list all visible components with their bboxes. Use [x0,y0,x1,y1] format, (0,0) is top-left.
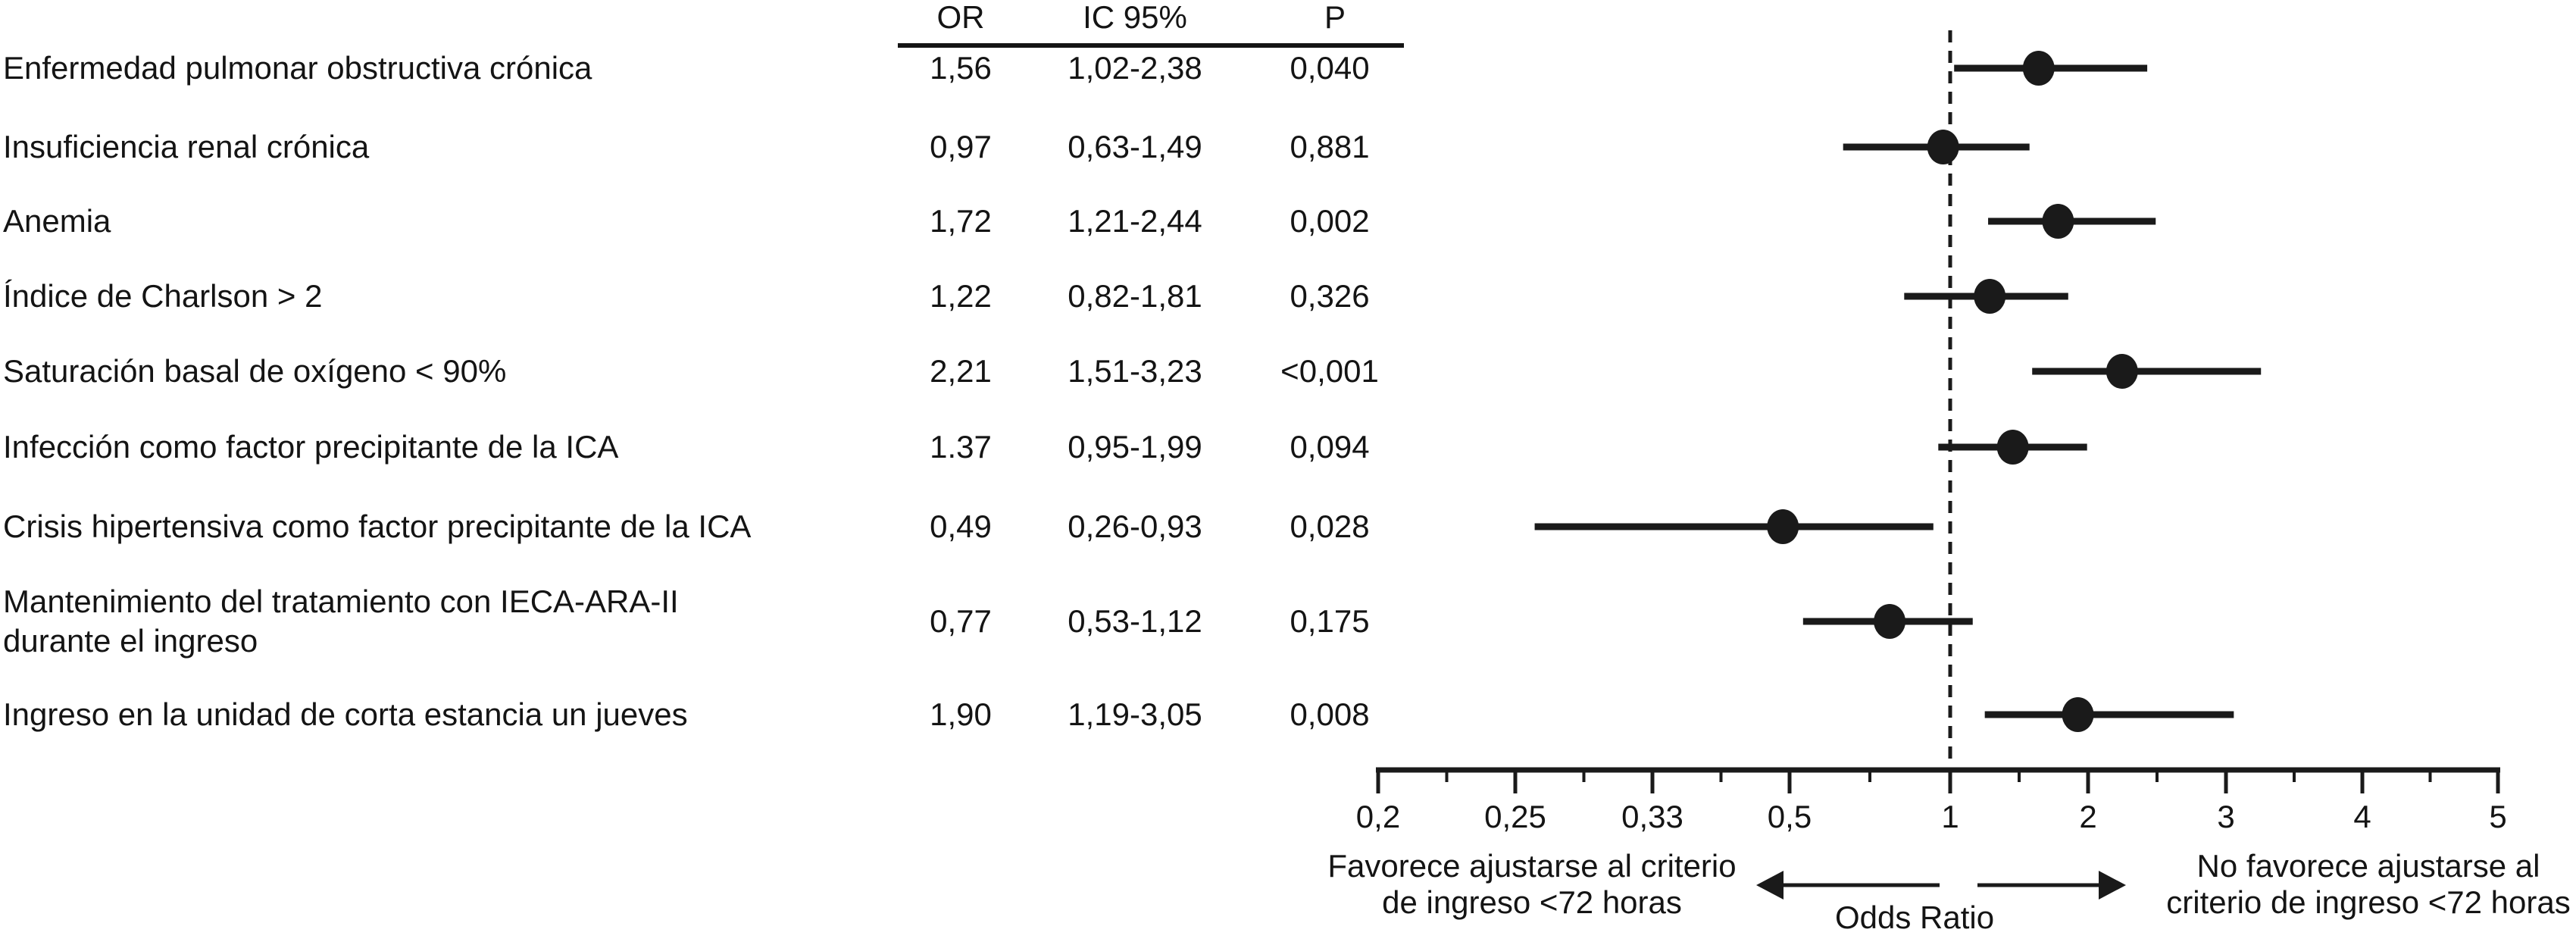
right-direction-note: No favorece ajustarse al criterio de ing… [2166,848,2570,921]
ci-value: 0,53-1,12 [1068,603,1202,639]
row-label-line1: Insuficiencia renal crónica [3,129,370,164]
row-label: Enfermedad pulmonar obstructiva crónica [3,49,592,88]
left-direction-note-line1: Favorece ajustarse al criterio [1327,848,1737,884]
row-label-line1: Mantenimiento del tratamiento con IECA-A… [3,584,679,619]
or-marker [2042,204,2074,239]
left-direction-note: Favorece ajustarse al criterio de ingres… [1327,848,1736,921]
row-label-line1: Anemia [3,203,111,239]
ci-value: 1,51-3,23 [1068,353,1202,389]
or-value: 0,77 [930,603,992,639]
row-label-line1: Ingreso en la unidad de corta estancia u… [3,696,688,732]
or-value: 2,21 [930,353,992,389]
ci-value: 1,21-2,44 [1068,203,1202,239]
p-value: 0,094 [1290,429,1370,465]
left-direction-note-line2: de ingreso <72 horas [1382,884,1682,920]
x-axis-tick-label: 5 [2489,799,2506,834]
row-label-line1: Enfermedad pulmonar obstructiva crónica [3,50,592,86]
row-label-line1: Infección como factor precipitante de la… [3,429,619,465]
p-value: 0,326 [1290,278,1370,314]
row-label: Mantenimiento del tratamiento con IECA-A… [3,582,679,661]
x-axis-tick-label: 0,2 [1356,799,1400,834]
row-label: Crisis hipertensiva como factor precipit… [3,507,751,546]
p-value: 0,008 [1290,696,1370,732]
or-marker [1974,279,2006,314]
x-axis-tick-label: 1 [1941,799,1959,834]
row-label: Índice de Charlson > 2 [3,277,322,316]
p-value: 0,881 [1290,129,1370,164]
or-marker [1874,604,1906,639]
row-label: Insuficiencia renal crónica [3,127,369,167]
or-value: 1,56 [930,50,992,86]
ci-value: 0,95-1,99 [1068,429,1202,465]
x-axis-tick-label: 3 [2217,799,2234,834]
or-value: 0,97 [930,129,992,164]
column-header-p: P [1324,0,1346,35]
or-marker [2106,354,2138,389]
or-marker [1767,509,1799,544]
column-header-ci95: IC 95% [1083,0,1187,35]
ci-value: 0,63-1,49 [1068,129,1202,164]
right-arrow-head [2099,871,2126,900]
x-axis-tick-label: 2 [2079,799,2096,834]
column-header-or: OR [936,0,985,35]
p-value: 0,175 [1290,603,1370,639]
or-value: 1,72 [930,203,992,239]
or-marker [1927,130,1959,164]
or-marker [1996,430,2029,465]
p-value: 0,040 [1290,50,1370,86]
x-axis-tick-label: 4 [2353,799,2371,834]
p-value: 0,028 [1290,508,1370,544]
or-value: 1,22 [930,278,992,314]
or-marker [2062,697,2094,732]
ci-value: 0,26-0,93 [1068,508,1202,544]
or-marker [2022,51,2055,86]
row-label-line2: durante el ingreso [3,623,258,659]
p-value: 0,002 [1290,203,1370,239]
row-label-line1: Saturación basal de oxígeno < 90% [3,353,507,389]
ci-value: 0,82-1,81 [1068,278,1202,314]
row-label: Saturación basal de oxígeno < 90% [3,352,506,391]
row-label: Ingreso en la unidad de corta estancia u… [3,695,688,734]
or-value: 1.37 [930,429,992,465]
row-label-line1: Crisis hipertensiva como factor precipit… [3,508,752,544]
ci-value: 1,02-2,38 [1068,50,1202,86]
ci-value: 1,19-3,05 [1068,696,1202,732]
left-arrow-head [1756,871,1784,900]
or-value: 1,90 [930,696,992,732]
x-axis-tick-label: 0,25 [1484,799,1546,834]
x-axis-title: Odds Ratio [1834,900,1995,935]
p-value: <0,001 [1280,353,1379,389]
header-divider-line [898,43,1404,48]
right-direction-note-line1: No favorece ajustarse al [2196,848,2540,884]
row-label-line1: Índice de Charlson > 2 [3,278,323,314]
x-axis-tick-label: 0,33 [1621,799,1683,834]
row-label: Infección como factor precipitante de la… [3,427,618,467]
or-value: 0,49 [930,508,992,544]
x-axis-tick-label: 0,5 [1768,799,1812,834]
right-direction-note-line2: criterio de ingreso <72 horas [2166,884,2571,920]
row-label: Anemia [3,202,111,241]
